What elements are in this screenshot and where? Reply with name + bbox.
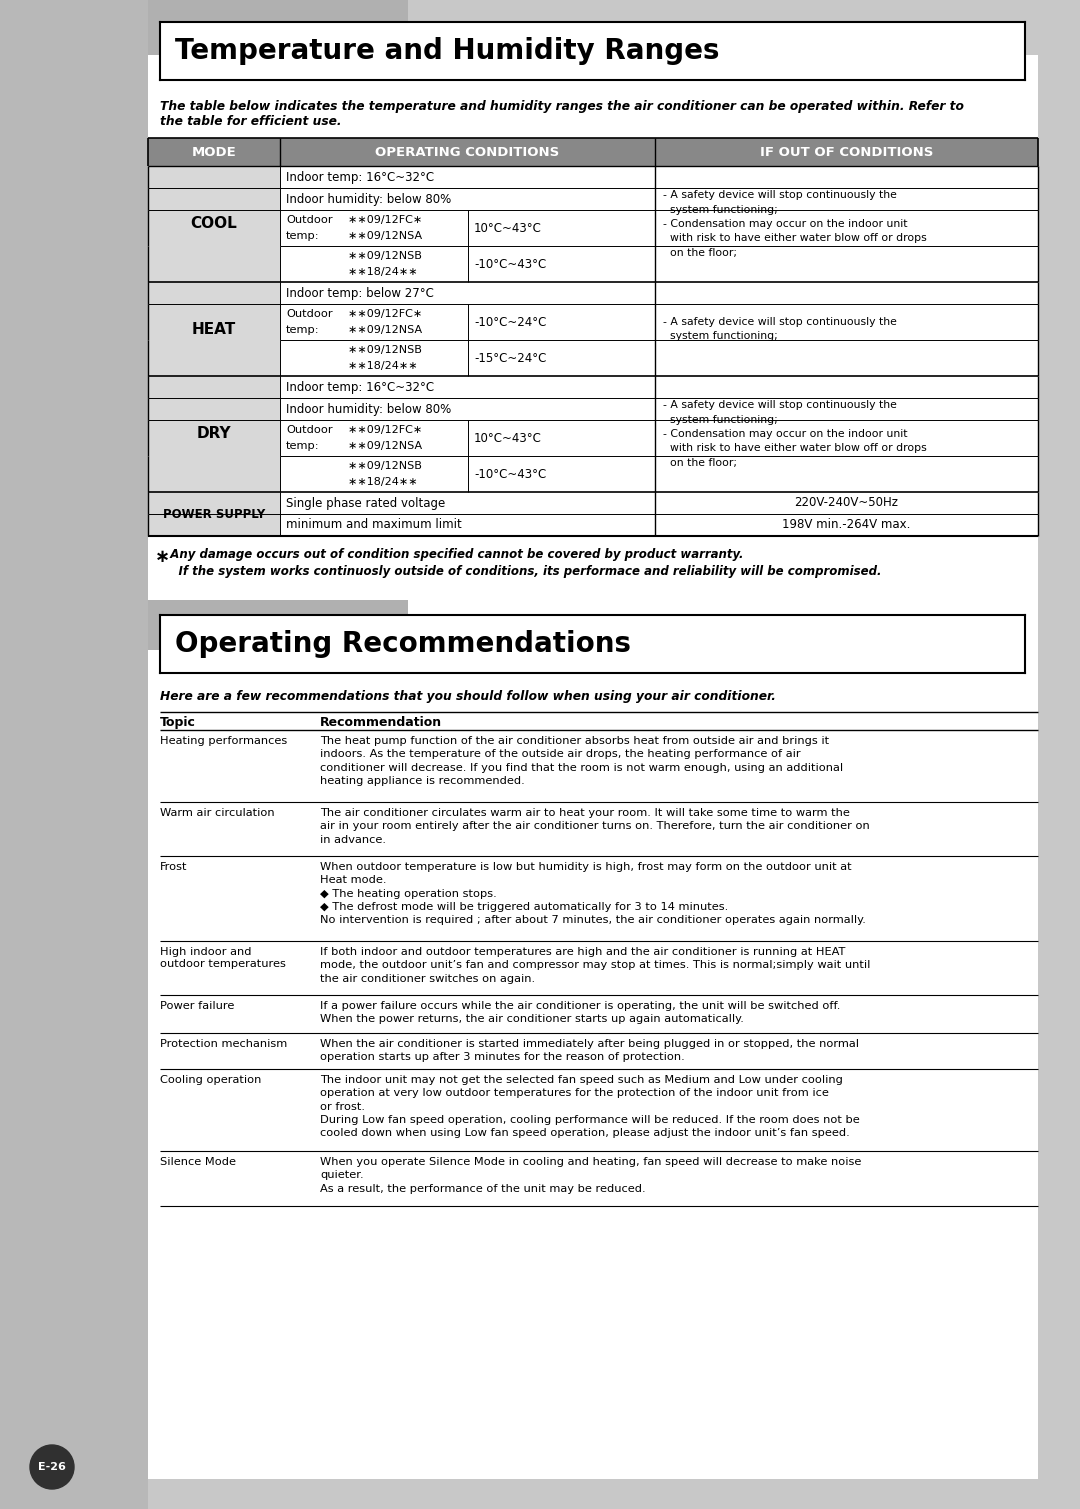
Text: DRY: DRY (197, 427, 231, 442)
Text: - A safety device will stop continuously the
  system functioning;
- Condensatio: - A safety device will stop continuously… (663, 190, 927, 258)
Text: 198V min.-264V max.: 198V min.-264V max. (782, 519, 910, 531)
Text: ∗​∗​09/12NSA: ∗​∗​09/12NSA (348, 324, 422, 335)
Text: If both indoor and outdoor temperatures are high and the air conditioner is runn: If both indoor and outdoor temperatures … (320, 948, 870, 984)
Text: ∗​∗​09/12FC∗: ∗​∗​09/12FC∗ (348, 309, 422, 318)
Text: OPERATING CONDITIONS: OPERATING CONDITIONS (376, 145, 559, 158)
Bar (148, 0, 408, 54)
Text: When outdoor temperature is low but humidity is high, frost may form on the outd: When outdoor temperature is low but humi… (320, 862, 866, 925)
Text: High indoor and
outdoor temperatures: High indoor and outdoor temperatures (160, 948, 286, 969)
Text: Power failure: Power failure (160, 1000, 234, 1011)
Text: ∗​∗​18/24∗​∗: ∗​∗​18/24∗​∗ (348, 361, 418, 371)
Text: ∗​∗​18/24∗​∗: ∗​∗​18/24∗​∗ (348, 477, 418, 487)
Bar (148, 54, 1038, 724)
Text: Indoor temp: 16°C~32°C: Indoor temp: 16°C~32°C (286, 380, 434, 394)
Text: minimum and maximum limit: minimum and maximum limit (286, 519, 462, 531)
Text: -10°C~43°C: -10°C~43°C (474, 468, 546, 480)
Text: Warm air circulation: Warm air circulation (160, 807, 274, 818)
Circle shape (30, 1446, 75, 1489)
Bar (148, 376, 280, 492)
Text: Here are a few recommendations that you should follow when using your air condit: Here are a few recommendations that you … (160, 690, 775, 703)
Text: Temperature and Humidity Ranges: Temperature and Humidity Ranges (175, 38, 719, 65)
Text: If a power failure occurs while the air conditioner is operating, the unit will : If a power failure occurs while the air … (320, 1000, 840, 1025)
Text: ∗​∗​09/12FC∗: ∗​∗​09/12FC∗ (348, 216, 422, 225)
Text: POWER SUPPLY: POWER SUPPLY (163, 507, 265, 521)
Bar (148, 650, 1038, 1479)
Text: Frost: Frost (160, 862, 188, 872)
Text: ∗​∗​18/24∗​∗: ∗​∗​18/24∗​∗ (348, 267, 418, 278)
Text: Any damage occurs out of condition specified cannot be covered by product warran: Any damage occurs out of condition speci… (162, 548, 743, 561)
Text: temp:: temp: (286, 231, 320, 241)
Text: temp:: temp: (286, 441, 320, 451)
Text: Recommendation: Recommendation (320, 715, 442, 729)
Text: Topic: Topic (160, 715, 195, 729)
Text: Indoor temp: 16°C~32°C: Indoor temp: 16°C~32°C (286, 171, 434, 184)
Text: -10°C~43°C: -10°C~43°C (474, 258, 546, 270)
Text: COOL: COOL (191, 216, 238, 231)
Text: The air conditioner circulates warm air to heat your room. It will take some tim: The air conditioner circulates warm air … (320, 807, 869, 845)
Text: The table below indicates the temperature and humidity ranges the air conditione: The table below indicates the temperatur… (160, 100, 963, 128)
Text: Single phase rated voltage: Single phase rated voltage (286, 496, 445, 510)
Text: - A safety device will stop continuously the
  system functioning;
- Condensatio: - A safety device will stop continuously… (663, 400, 927, 468)
Text: Indoor temp: below 27°C: Indoor temp: below 27°C (286, 287, 434, 299)
Bar (160, 616, 1025, 673)
Text: If the system works continuosly outside of conditions, its performace and reliab: If the system works continuosly outside … (162, 564, 881, 578)
Text: E-26: E-26 (38, 1462, 66, 1471)
Bar (148, 601, 408, 650)
Text: 220V-240V~50Hz: 220V-240V~50Hz (795, 496, 899, 510)
Text: The indoor unit may not get the selected fan speed such as Medium and Low under : The indoor unit may not get the selected… (320, 1074, 860, 1138)
Bar (148, 282, 280, 376)
Text: When the air conditioner is started immediately after being plugged in or stoppe: When the air conditioner is started imme… (320, 1040, 859, 1062)
Text: Outdoor: Outdoor (286, 216, 333, 225)
Text: HEAT: HEAT (192, 321, 237, 337)
Text: -10°C~24°C: -10°C~24°C (474, 315, 546, 329)
Text: Operating Recommendations: Operating Recommendations (175, 629, 631, 658)
Text: 10°C~43°C: 10°C~43°C (474, 432, 542, 445)
Text: ∗​∗​09/12NSA: ∗​∗​09/12NSA (348, 441, 422, 451)
Text: temp:: temp: (286, 324, 320, 335)
Text: MODE: MODE (191, 145, 237, 158)
Text: ∗​∗​09/12NSB: ∗​∗​09/12NSB (348, 250, 422, 261)
Text: Indoor humidity: below 80%: Indoor humidity: below 80% (286, 403, 451, 415)
Text: 10°C~43°C: 10°C~43°C (474, 222, 542, 234)
Text: ∗​∗​09/12NSB: ∗​∗​09/12NSB (348, 346, 422, 355)
Bar (148, 166, 280, 282)
Bar (148, 492, 280, 536)
Text: Silence Mode: Silence Mode (160, 1157, 237, 1166)
Text: Outdoor: Outdoor (286, 426, 333, 435)
Text: Indoor humidity: below 80%: Indoor humidity: below 80% (286, 193, 451, 205)
Text: ∗: ∗ (156, 548, 171, 566)
Text: Outdoor: Outdoor (286, 309, 333, 318)
Text: Cooling operation: Cooling operation (160, 1074, 261, 1085)
Bar (160, 23, 1025, 80)
Text: When you operate Silence Mode in cooling and heating, fan speed will decrease to: When you operate Silence Mode in cooling… (320, 1157, 862, 1194)
Bar (280, 137, 654, 166)
Text: The heat pump function of the air conditioner absorbs heat from outside air and : The heat pump function of the air condit… (320, 736, 843, 786)
Bar (148, 137, 280, 166)
Text: Heating performances: Heating performances (160, 736, 287, 745)
Text: IF OUT OF CONDITIONS: IF OUT OF CONDITIONS (760, 145, 933, 158)
Text: ∗​∗​09/12NSB: ∗​∗​09/12NSB (348, 462, 422, 471)
Text: Protection mechanism: Protection mechanism (160, 1040, 287, 1049)
Bar (654, 137, 1038, 166)
Bar (0, 0, 148, 1509)
Text: -15°C~24°C: -15°C~24°C (474, 352, 546, 365)
Text: ∗​∗​09/12NSA: ∗​∗​09/12NSA (348, 231, 422, 241)
Text: ∗​∗​09/12FC∗: ∗​∗​09/12FC∗ (348, 426, 422, 435)
Text: - A safety device will stop continuously the
  system functioning;: - A safety device will stop continuously… (663, 317, 896, 341)
